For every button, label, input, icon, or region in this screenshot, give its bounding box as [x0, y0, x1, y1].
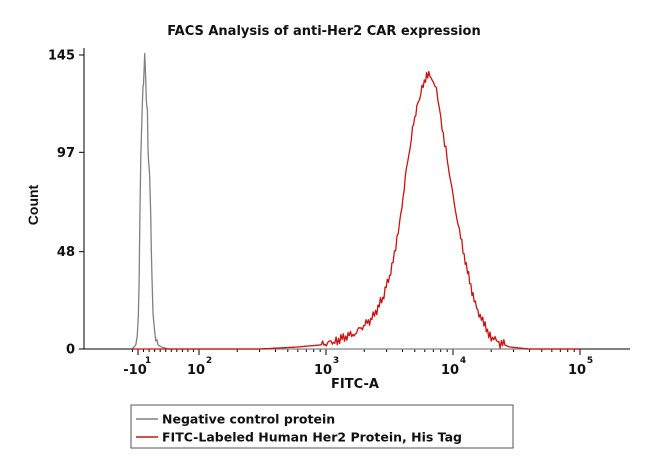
x-tick-exponent: 4	[460, 356, 466, 366]
x-tick-base: 10	[568, 363, 586, 378]
y-ticks: 0 48 97 145	[48, 49, 84, 358]
x-tick-base: 10	[441, 363, 459, 378]
y-tick-label: 0	[66, 343, 75, 358]
y-axis-label: Count	[25, 184, 41, 225]
x-tick-base: -10	[123, 363, 147, 378]
legend: Negative control protein FITC-Labeled Hum…	[130, 404, 514, 449]
x-tick-label: 105	[568, 356, 593, 378]
x-tick-label: 104	[441, 356, 466, 378]
series-lines	[131, 52, 580, 350]
x-tick-exponent: 1	[145, 356, 151, 366]
x-tick-exponent: 2	[206, 356, 212, 366]
x-tick-exponent: 3	[333, 356, 339, 366]
x-tick-label: 103	[314, 356, 339, 378]
x-tick-exponent: 5	[587, 356, 593, 366]
x-tick-label: -101	[123, 356, 151, 378]
legend-box	[130, 404, 514, 449]
y-tick-label: 145	[48, 49, 75, 64]
legend-label: FITC-Labeled Human Her2 Protein, His Tag	[162, 430, 462, 445]
x-axis-label: FITC-A	[331, 377, 379, 392]
legend-label: Negative control protein	[162, 412, 335, 427]
series-line-her2-protein	[131, 70, 580, 350]
chart-title: FACS Analysis of anti-Her2 CAR expressio…	[167, 24, 480, 39]
y-tick-label: 48	[57, 245, 75, 260]
series-line-negative-control	[131, 52, 580, 350]
y-tick-label: 97	[57, 146, 75, 161]
x-tick-base: 10	[187, 363, 205, 378]
x-tick-base: 10	[314, 363, 332, 378]
x-tick-label: 102	[187, 356, 212, 378]
